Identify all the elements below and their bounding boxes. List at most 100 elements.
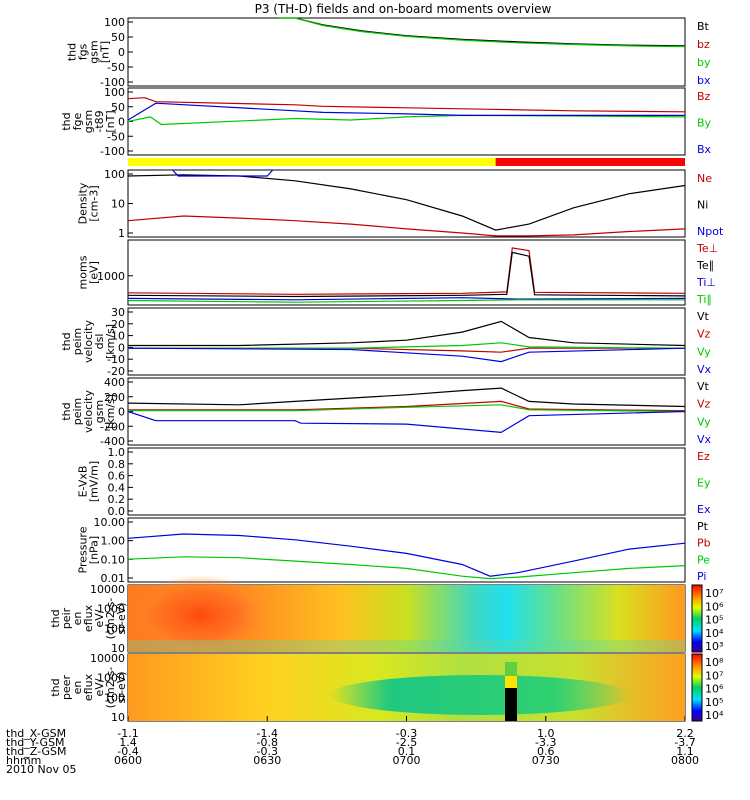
series-line bbox=[127, 533, 686, 577]
colorbar-tick-label: 10⁵ bbox=[705, 696, 723, 709]
figure-title: P3 (TH-D) fields and on-board moments ov… bbox=[255, 2, 552, 16]
legend-entry: By bbox=[697, 117, 712, 130]
y-tick-label: -50 bbox=[107, 61, 125, 74]
legend-entry: Pi bbox=[697, 570, 706, 583]
y-tick-label: 0 bbox=[118, 46, 125, 59]
y-tick-label: 100 bbox=[104, 168, 125, 181]
x-tick-label: 0600 bbox=[114, 754, 142, 767]
y-tick-label: -200 bbox=[100, 420, 125, 433]
colorbar-tick-label: 10⁸ bbox=[705, 656, 724, 669]
series-line bbox=[172, 169, 274, 177]
panel-frame bbox=[127, 239, 686, 306]
legend-entry: bx bbox=[697, 74, 711, 87]
y-axis-label: thdpeerenefluxeV/(cm2-s-sr-eV) bbox=[49, 667, 128, 709]
series-line bbox=[127, 387, 686, 408]
legend-entry: Vt bbox=[697, 310, 710, 323]
legend-entry: Ti∥ bbox=[696, 293, 712, 306]
y-axis-label-line: -t89 bbox=[93, 110, 106, 132]
y-tick-label: 0 bbox=[118, 116, 125, 129]
y-axis-label: Pressure[nPa] bbox=[77, 526, 101, 573]
series-line bbox=[127, 247, 686, 295]
y-axis-label: thdpeimvelocitygsm[km/s] bbox=[60, 390, 117, 433]
y-axis-label-line: velocity bbox=[82, 320, 95, 363]
legend-entry: Vy bbox=[697, 345, 711, 358]
y-axis-label-line: en bbox=[71, 612, 84, 626]
y-tick-label: -50 bbox=[107, 130, 125, 143]
y-axis-label-line: thd bbox=[66, 43, 79, 61]
legend-entry: Ez bbox=[697, 450, 710, 463]
time-axis-row-label: thd_Y-GSM bbox=[6, 736, 65, 749]
x-tick-label: -0.3 bbox=[396, 727, 417, 740]
series-line bbox=[127, 114, 686, 126]
y-axis-label-line: velocity bbox=[82, 390, 95, 433]
y-axis-label-line: moms bbox=[77, 255, 90, 289]
panel-2: 100 50 0-50 -100 thdfgegsm-t89[nT] Bz By Bx bbox=[60, 86, 712, 158]
y-tick-label: 1 bbox=[118, 227, 125, 240]
y-tick-label: 0 bbox=[118, 341, 125, 354]
ion-colorbar bbox=[691, 584, 703, 653]
series-line bbox=[278, 17, 686, 48]
y-tick-label: 1.00 bbox=[101, 535, 126, 548]
legend-entry: Vt bbox=[697, 380, 710, 393]
series-line bbox=[128, 342, 686, 349]
y-axis-label-line: dsl bbox=[93, 334, 106, 350]
y-tick-label: 0.0 bbox=[108, 505, 126, 518]
y-tick-label: 0.2 bbox=[108, 493, 126, 506]
y-axis-label-line: thd bbox=[60, 332, 73, 350]
y-tick-label: 30 bbox=[111, 306, 125, 319]
legend-entry: Bz bbox=[697, 90, 711, 103]
y-axis-label-line: sr-eV) bbox=[115, 671, 128, 703]
x-tick-label: -1.4 bbox=[257, 727, 278, 740]
y-axis-label-line: (cm2-s- bbox=[104, 667, 117, 709]
colorbar-tick-label: 10⁶ bbox=[705, 683, 724, 696]
y-axis-label-line: E-VxB bbox=[77, 466, 90, 498]
series-line bbox=[128, 400, 686, 412]
y-tick-label: 20 bbox=[111, 318, 125, 331]
x-tick-label: 0700 bbox=[393, 754, 421, 767]
y-axis-label-line: peim bbox=[71, 398, 84, 426]
panel-frame bbox=[127, 447, 686, 516]
legend-entry: Vz bbox=[697, 398, 711, 411]
y-tick-label: 100 bbox=[104, 622, 125, 635]
panel-1: 100 50 0 -50 -100 thdfgsgsm[nT] Bt bz by bx bbox=[66, 16, 711, 89]
electron-spectrogram-gap-yellow bbox=[505, 676, 517, 688]
y-axis-label-line: gsm bbox=[82, 110, 95, 133]
y-axis-label-line: [km/s] bbox=[104, 394, 117, 429]
y-tick-label: -400 bbox=[100, 435, 125, 448]
y-axis-label-line: en bbox=[71, 681, 84, 695]
y-tick-label: 50 bbox=[111, 101, 125, 114]
x-tick-label: -3.7 bbox=[674, 736, 695, 749]
y-axis-label-line: eV/ bbox=[93, 678, 106, 696]
y-axis-label: thdpeirenefluxeV/(cm2-s-sr-eV) bbox=[49, 598, 128, 640]
y-axis-label: moms[eV] bbox=[77, 255, 101, 289]
y-axis-label: E-VxB[mV/m] bbox=[77, 461, 101, 502]
series-line bbox=[128, 320, 686, 347]
legend-entry: Ni bbox=[697, 199, 708, 212]
electron-colorbar bbox=[691, 653, 703, 722]
y-tick-label: 0.01 bbox=[101, 572, 126, 585]
panels-group: 100500-50-100thdfgsgsm[nT]Btbzbybx100500… bbox=[49, 16, 724, 724]
y-axis-label-line: Pressure bbox=[77, 526, 90, 573]
y-tick-label: 10000 bbox=[90, 583, 125, 596]
legend-entry: Npot bbox=[697, 225, 724, 238]
y-axis-label-line: peim bbox=[71, 328, 84, 356]
x-tick-label: -0.3 bbox=[257, 745, 278, 758]
status-bar-segment bbox=[495, 158, 685, 166]
electron-spectrogram-gap-green bbox=[505, 662, 517, 676]
x-tick-label: 0.1 bbox=[398, 745, 416, 758]
x-tick-label: 1.4 bbox=[119, 736, 137, 749]
y-tick-label: 100 bbox=[104, 86, 125, 99]
y-axis-label-line: thd bbox=[60, 112, 73, 130]
y-tick-label: 0.6 bbox=[108, 470, 126, 483]
series-line bbox=[278, 17, 686, 47]
y-tick-label: 10 bbox=[111, 711, 125, 724]
y-axis-label-line: [eV] bbox=[88, 261, 101, 284]
series-line bbox=[128, 404, 686, 413]
colorbar-tick-label: 10⁵ bbox=[705, 614, 723, 627]
x-tick-label: -3.3 bbox=[535, 736, 556, 749]
status-bar-segment bbox=[128, 158, 496, 166]
series-line bbox=[127, 299, 685, 303]
